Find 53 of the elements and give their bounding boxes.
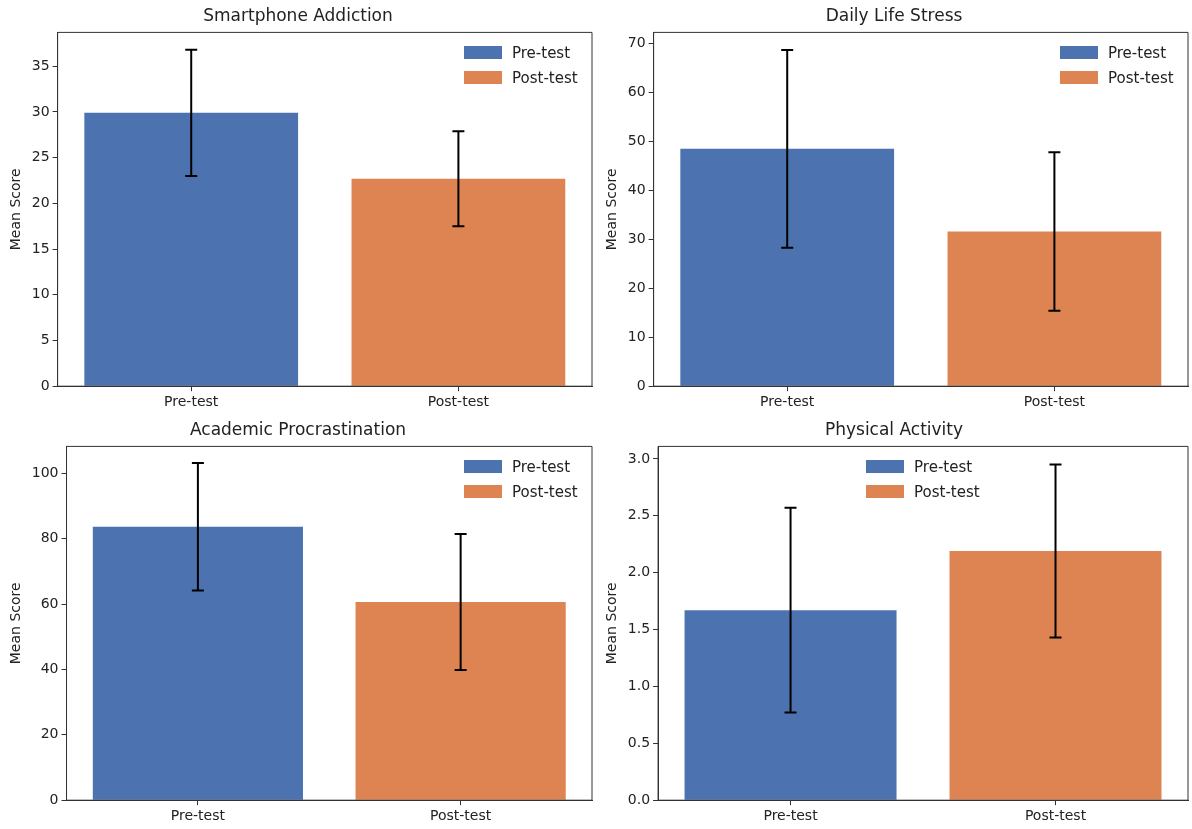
legend-label: Pre-test — [914, 457, 973, 476]
x-tick-label: Pre-test — [763, 807, 819, 824]
y-tick-label: 50 — [627, 132, 646, 149]
legend-label: Post-test — [1108, 68, 1174, 87]
y-tick-label: 5 — [40, 331, 50, 348]
y-tick-label: 40 — [627, 181, 646, 198]
chart-title: Physical Activity — [824, 418, 964, 439]
x-tick-label: Post-test — [1023, 393, 1086, 410]
chart-title: Daily Life Stress — [825, 4, 963, 25]
x-tick-label: Post-test — [1024, 807, 1087, 824]
x-tick-label: Pre-test — [164, 393, 219, 410]
y-axis-title: Mean Score — [7, 168, 24, 251]
x-tick-label: Pre-test — [760, 393, 815, 410]
chart-title: Smartphone Addiction — [203, 4, 393, 25]
y-tick-label: 60 — [627, 83, 646, 100]
y-tick-label: 30 — [627, 230, 646, 247]
y-tick-label: 80 — [40, 529, 59, 546]
y-axis-title: Mean Score — [7, 582, 24, 665]
y-tick-label: 40 — [40, 660, 59, 677]
y-tick-label: 2.5 — [627, 506, 651, 523]
y-tick-label: 70 — [627, 34, 646, 51]
y-tick-label: 20 — [627, 278, 646, 295]
y-tick-label: 35 — [31, 56, 50, 73]
legend-label: Post-test — [512, 482, 578, 501]
y-tick-label: 30 — [31, 102, 50, 119]
y-tick-label: 0.5 — [627, 733, 651, 750]
y-tick-label: 20 — [40, 725, 59, 742]
x-tick-label: Post-test — [427, 393, 490, 410]
y-axis-title: Mean Score — [603, 168, 620, 251]
y-tick-label: 25 — [31, 148, 50, 165]
chart-title: Academic Procrastination — [189, 418, 407, 439]
x-tick-label: Post-test — [430, 807, 492, 824]
y-tick-label: 0 — [636, 376, 646, 393]
y-tick-label: 0 — [40, 376, 50, 393]
y-tick-label: 10 — [31, 285, 50, 302]
y-axis-title: Mean Score — [603, 582, 620, 665]
y-tick-label: 0 — [49, 790, 59, 807]
legend-label: Post-test — [512, 68, 578, 87]
y-tick-label: 1.5 — [627, 620, 651, 637]
y-tick-label: 2.0 — [627, 563, 651, 580]
y-tick-label: 20 — [31, 194, 50, 210]
legend-label: Post-test — [914, 482, 980, 501]
y-tick-label: 100 — [31, 463, 59, 480]
y-tick-label: 10 — [627, 327, 646, 344]
legend-label: Pre-test — [512, 457, 571, 476]
y-tick-label: 3.0 — [627, 449, 651, 466]
legend-label: Pre-test — [512, 43, 571, 62]
y-tick-label: 15 — [31, 239, 50, 256]
x-tick-label: Pre-test — [170, 807, 226, 824]
y-tick-label: 0.0 — [627, 790, 651, 807]
y-tick-label: 60 — [40, 594, 59, 611]
y-tick-label: 1.0 — [627, 677, 651, 694]
legend-label: Pre-test — [1108, 43, 1167, 62]
